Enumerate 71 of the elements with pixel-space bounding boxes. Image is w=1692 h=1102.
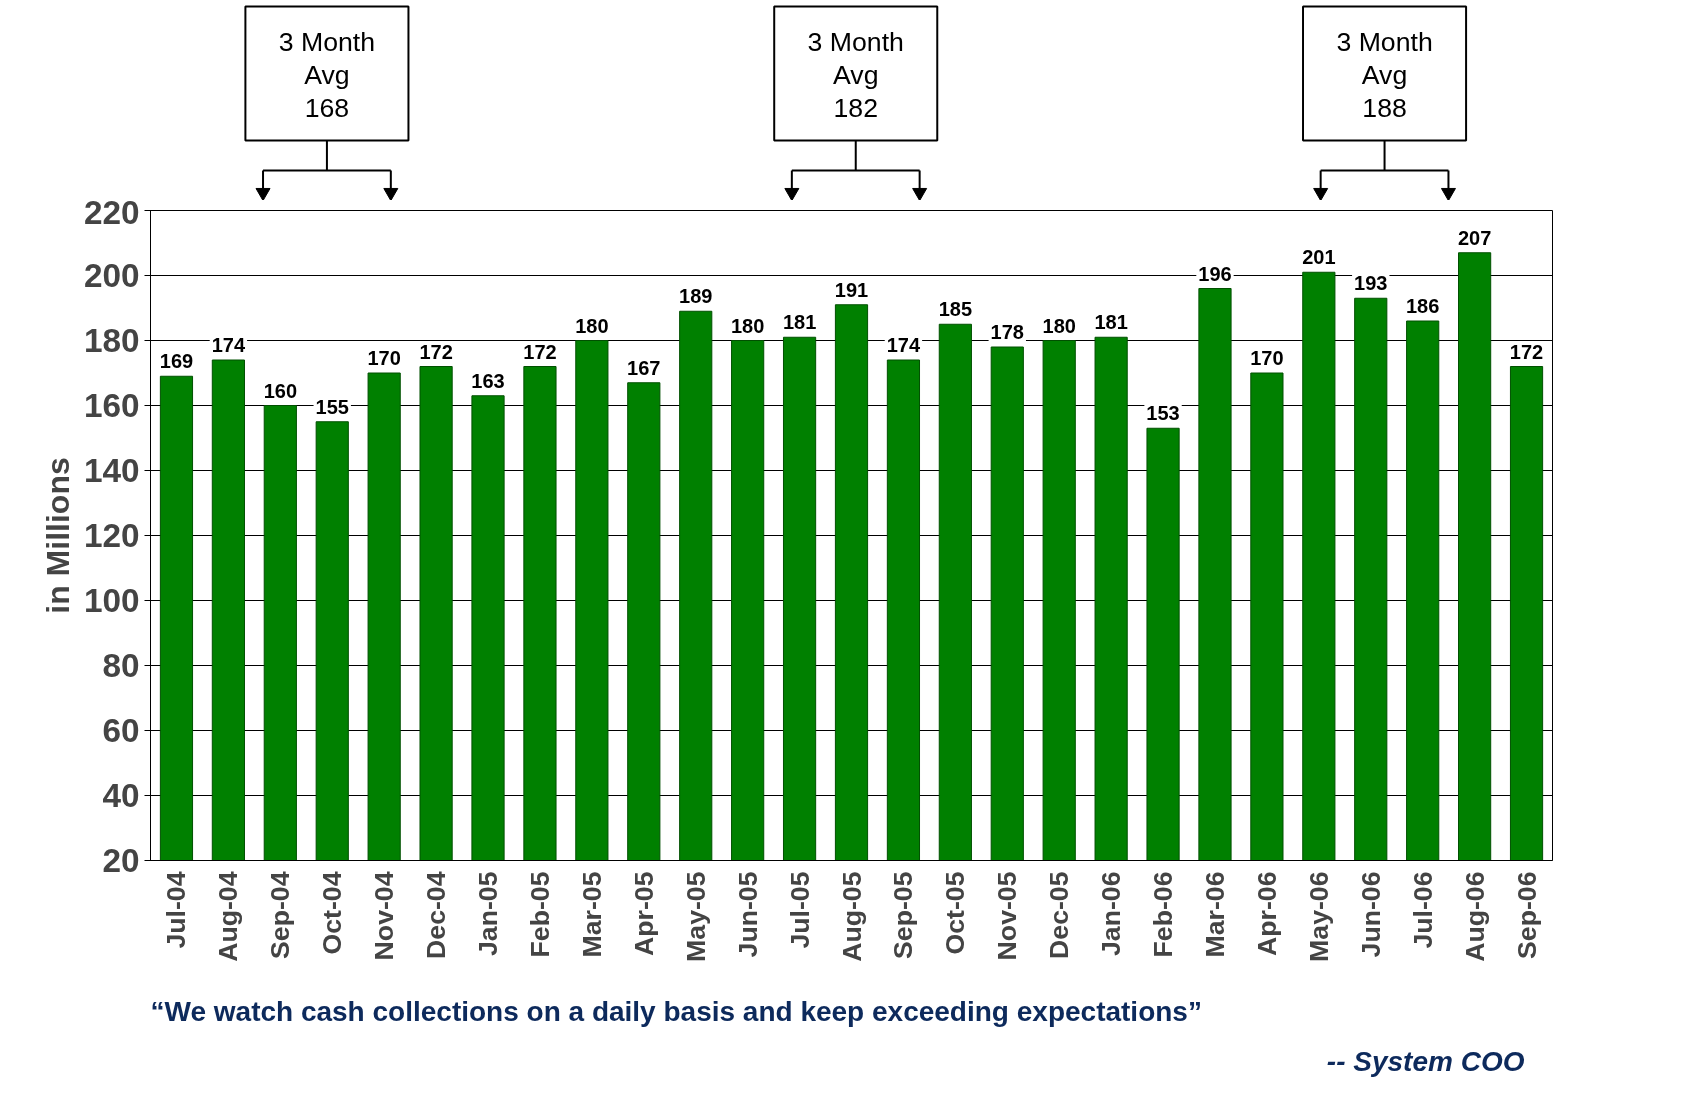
data-label: 181 [1094, 311, 1128, 334]
data-label: 172 [419, 340, 453, 363]
x-tick-label: May-05 [680, 871, 711, 962]
data-label: 181 [782, 311, 817, 334]
data-label: 160 [263, 379, 298, 402]
data-label: 180 [575, 314, 609, 337]
y-tick-label: 160 [83, 387, 140, 424]
data-label: 186 [1406, 295, 1440, 317]
text: -- System COO [1326, 1045, 1525, 1077]
data-label: 180 [730, 314, 765, 337]
data-label: 201 [1302, 246, 1336, 269]
x-tick-label: Sep-04 [265, 871, 296, 959]
x-tick-label: Feb-06 [1148, 871, 1179, 958]
text: “We watch cash collections on a daily basis and keep exceeding expectations” [150, 996, 1202, 1027]
x-tick-label: Dec-05 [1044, 871, 1075, 959]
data-label: 163 [471, 369, 505, 392]
text: 3 Month Avg 182 [807, 26, 904, 123]
x-tick-label: Oct-04 [317, 871, 348, 955]
data-label: 191 [834, 278, 869, 301]
x-tick-label: Sep-05 [888, 871, 919, 959]
data-label: 155 [315, 395, 349, 418]
data-label: 153 [1146, 402, 1180, 425]
y-tick-label: 100 [83, 582, 140, 619]
x-tick-label: May-06 [1303, 871, 1334, 962]
data-label: 189 [679, 285, 713, 308]
x-tick-label: Oct-05 [940, 871, 971, 955]
y-tick-label: 120 [83, 517, 140, 554]
y-tick-label: 200 [83, 257, 140, 294]
y-tick-label: 40 [102, 777, 140, 814]
y-tick-label: 80 [102, 647, 140, 684]
x-tick-label: Aug-04 [213, 871, 244, 962]
x-tick-label: Apr-05 [628, 871, 659, 956]
x-tick-label: Jan-06 [1096, 871, 1127, 956]
y-tick-label: 60 [102, 712, 140, 749]
x-tick-label: Apr-06 [1251, 871, 1282, 956]
x-tick-label: Nov-05 [992, 871, 1023, 961]
x-tick-label: Mar-05 [576, 871, 607, 958]
data-label: 174 [211, 334, 246, 356]
text: 3 Month Avg 188 [1336, 26, 1433, 123]
x-tick-label: Jul-06 [1407, 871, 1438, 949]
data-label: 178 [990, 321, 1024, 343]
x-tick-label: Jan-05 [473, 871, 504, 956]
y-tick-label: 180 [83, 322, 140, 359]
x-tick-label: Jul-05 [784, 871, 815, 949]
y-tick-label: 220 [83, 193, 140, 231]
x-tick-label: Aug-05 [836, 871, 867, 962]
data-label: 169 [159, 350, 194, 373]
data-label: 170 [367, 347, 401, 369]
y-axis-title: in Millions [39, 457, 76, 614]
data-label: 196 [1198, 262, 1232, 285]
data-label: 172 [523, 340, 557, 363]
x-tick-label: Jun-06 [1355, 871, 1386, 958]
x-tick-label: Feb-05 [524, 871, 555, 958]
x-tick-label: Sep-06 [1511, 871, 1542, 959]
y-tick-label: 20 [102, 842, 140, 879]
x-tick-label: Dec-04 [421, 871, 452, 959]
data-label: 180 [1042, 314, 1076, 337]
y-tick-label: 140 [83, 452, 140, 489]
data-label: 207 [1457, 226, 1492, 249]
data-label: 193 [1354, 272, 1388, 295]
data-label: 174 [886, 334, 921, 356]
x-tick-label: Jul-04 [161, 871, 192, 949]
x-tick-label: Nov-04 [369, 871, 400, 961]
data-label: 170 [1250, 347, 1284, 369]
x-tick-label: Mar-06 [1199, 871, 1230, 958]
data-label: 172 [1509, 340, 1544, 363]
data-label: 185 [938, 298, 973, 321]
data-label: 167 [627, 356, 661, 379]
text: 3 Month Avg 168 [278, 26, 376, 123]
x-tick-label: Jun-05 [732, 871, 763, 958]
x-tick-label: Aug-06 [1459, 871, 1490, 962]
